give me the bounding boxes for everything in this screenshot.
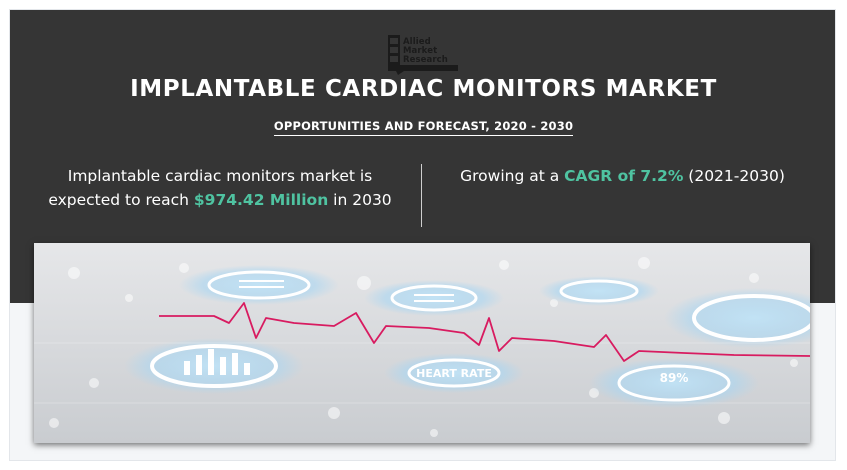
hero-illustration: HEART RATE 89% (34, 243, 810, 443)
cagr-suffix: (2021-2030) (683, 167, 785, 185)
market-size-line-1: Implantable cardiac monitors market is (67, 167, 373, 185)
market-size-value: $974.42 Million (193, 191, 329, 209)
logo-wordmark: Allied Market Research (403, 38, 448, 65)
market-size-prefix: expected to reach (48, 191, 194, 209)
subtitle-text: OPPORTUNITIES AND FORECAST, 2020 - 2030 (273, 119, 574, 136)
market-size-suffix: in 2030 (328, 191, 392, 209)
page-subtitle: OPPORTUNITIES AND FORECAST, 2020 - 2030 (0, 115, 847, 136)
cagr-stat: Growing at a CAGR of 7.2% (2021-2030) (440, 164, 805, 188)
stats-divider (421, 164, 422, 227)
heart-rate-label: HEART RATE (416, 367, 492, 380)
page-title: IMPLANTABLE CARDIAC MONITORS MARKET (130, 76, 717, 102)
market-size-line-2: expected to reach $974.42 Million in 203… (30, 188, 410, 212)
cagr-value: CAGR of 7.2% (564, 167, 684, 185)
market-size-stat: Implantable cardiac monitors market is e… (30, 164, 410, 212)
logo-line-3: Research (403, 55, 448, 65)
cagr-prefix: Growing at a (460, 167, 565, 185)
logo-line-1: Allied (403, 37, 431, 47)
percent-label: 89% (660, 371, 689, 385)
hero-illustration-svg: HEART RATE 89% (34, 243, 810, 443)
logo-line-2: Market (403, 46, 438, 56)
allied-market-research-logo (388, 35, 458, 75)
ecg-line (159, 302, 810, 362)
